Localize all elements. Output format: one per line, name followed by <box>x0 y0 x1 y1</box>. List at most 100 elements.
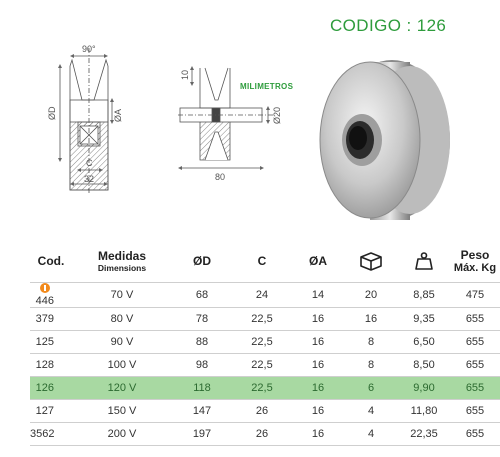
cell-peso: 655 <box>450 307 500 331</box>
width-total-label: 32 <box>84 174 94 184</box>
cell-cod: 127 <box>30 399 72 423</box>
cell-cod: 3562 <box>30 422 72 446</box>
col-header-weight <box>398 240 450 283</box>
cell-medidas: 200 V <box>72 422 172 446</box>
technical-drawings: 90° ØD ØA C 32 10 Ø20 80 <box>47 44 450 220</box>
cell-cod: 379 <box>30 307 72 331</box>
cell-box: 20 <box>344 282 398 308</box>
cell-d: 118 <box>172 376 232 400</box>
cell-medidas: 120 V <box>72 376 172 400</box>
col-header-c: C <box>257 254 267 268</box>
cell-d: 68 <box>172 282 232 308</box>
col-header-peso-sub: Máx. Kg <box>453 262 497 274</box>
cell-weight: 9,35 <box>398 307 450 331</box>
cell-a: 16 <box>292 330 344 354</box>
cell-a: 14 <box>292 282 344 308</box>
cell-cod-value: 3562 <box>30 428 55 440</box>
table-row: 127 150 V 147 26 16 4 11,80 655 <box>30 399 500 423</box>
cell-d: 88 <box>172 330 232 354</box>
col-header-peso: Peso Máx. Kg <box>450 240 500 283</box>
cell-peso: 655 <box>450 422 500 446</box>
diameter-bore-label: ØA <box>113 109 123 122</box>
cell-box: 4 <box>344 422 398 446</box>
cell-box: 6 <box>344 376 398 400</box>
cell-peso: 655 <box>450 353 500 377</box>
cell-box: 16 <box>344 307 398 331</box>
cell-cod-value: 126 <box>35 382 54 394</box>
cell-medidas: 80 V <box>72 307 172 331</box>
axle-length-label: 80 <box>215 172 225 182</box>
table-row: 3562 200 V 197 26 16 4 22,35 655 <box>30 422 500 446</box>
cell-cod-value: 446 <box>35 295 54 307</box>
cell-c: 22,5 <box>232 307 292 331</box>
cell-weight: 11,80 <box>398 399 450 423</box>
cell-weight: 9,90 <box>398 376 450 400</box>
cell-c: 26 <box>232 422 292 446</box>
box-icon <box>360 252 382 271</box>
product-code-title: CODIGO : 126 <box>330 16 447 35</box>
cell-box: 4 <box>344 399 398 423</box>
cell-c: 24 <box>232 282 292 308</box>
cell-medidas: 70 V <box>72 282 172 308</box>
groove-depth-label: 10 <box>180 70 190 80</box>
angle-label: 90° <box>82 44 96 54</box>
cell-d: 78 <box>172 307 232 331</box>
table-row: 128 100 V 98 22,5 16 8 8,50 655 <box>30 353 500 377</box>
cell-box: 8 <box>344 330 398 354</box>
cell-cod: 446 <box>30 282 72 308</box>
cell-c: 22,5 <box>232 353 292 377</box>
table-row: 446 70 V 68 24 14 20 8,85 475 <box>30 282 500 308</box>
cell-a: 16 <box>292 399 344 423</box>
cell-a: 16 <box>292 376 344 400</box>
cell-peso: 475 <box>450 282 500 308</box>
cell-peso: 655 <box>450 376 500 400</box>
cell-weight: 6,50 <box>398 330 450 354</box>
cell-cod-value: 379 <box>35 313 54 325</box>
cell-peso: 655 <box>450 399 500 423</box>
cell-c: 22,5 <box>232 376 292 400</box>
width-c-label: C <box>86 158 93 168</box>
cell-cod-value: 125 <box>35 336 54 348</box>
axle-diameter-label: Ø20 <box>272 107 282 124</box>
wheel-section-drawing <box>58 48 114 195</box>
col-header-bore: ØA <box>309 254 327 268</box>
cell-d: 98 <box>172 353 232 377</box>
cell-cod: 128 <box>30 353 72 377</box>
info-marker-icon <box>40 283 50 293</box>
cell-a: 16 <box>292 307 344 331</box>
col-header-diameter: ØD <box>193 254 211 268</box>
diameter-outer-label: ØD <box>47 106 57 120</box>
cell-d: 147 <box>172 399 232 423</box>
cell-peso: 655 <box>450 330 500 354</box>
table-row: 125 90 V 88 22,5 16 8 6,50 655 <box>30 330 500 354</box>
table-row: 126 120 V 118 22,5 16 6 9,90 655 <box>30 376 500 400</box>
col-header-peso-title: Peso <box>460 248 490 262</box>
units-label: MILIMETROS <box>240 82 294 91</box>
cell-weight: 8,50 <box>398 353 450 377</box>
col-header-box <box>344 240 398 283</box>
cell-cod: 126 <box>30 376 72 400</box>
cell-c: 26 <box>232 399 292 423</box>
cell-d: 197 <box>172 422 232 446</box>
col-header-medidas: Medidas Dimensions <box>72 240 172 283</box>
wheel-product-image <box>319 60 450 220</box>
weight-icon <box>415 252 433 270</box>
spec-table: Cod. Medidas Dimensions ØD C ØA Peso <box>30 240 500 446</box>
cell-a: 16 <box>292 422 344 446</box>
cell-medidas: 90 V <box>72 330 172 354</box>
cell-box: 8 <box>344 353 398 377</box>
cell-medidas: 150 V <box>72 399 172 423</box>
col-header-cod: Cod. <box>37 254 65 268</box>
table-row: 379 80 V 78 22,5 16 16 9,35 655 <box>30 307 500 331</box>
table-header-row: Cod. Medidas Dimensions ØD C ØA Peso <box>30 240 500 283</box>
col-header-medidas-title: Medidas <box>97 249 146 263</box>
cell-a: 16 <box>292 353 344 377</box>
cell-cod: 125 <box>30 330 72 354</box>
cell-cod-value: 128 <box>35 359 54 371</box>
wheel-assembly-drawing <box>178 66 275 170</box>
cell-cod-value: 127 <box>35 405 54 417</box>
col-header-medidas-sub: Dimensions <box>97 263 147 273</box>
cell-c: 22,5 <box>232 330 292 354</box>
cell-weight: 22,35 <box>398 422 450 446</box>
cell-medidas: 100 V <box>72 353 172 377</box>
